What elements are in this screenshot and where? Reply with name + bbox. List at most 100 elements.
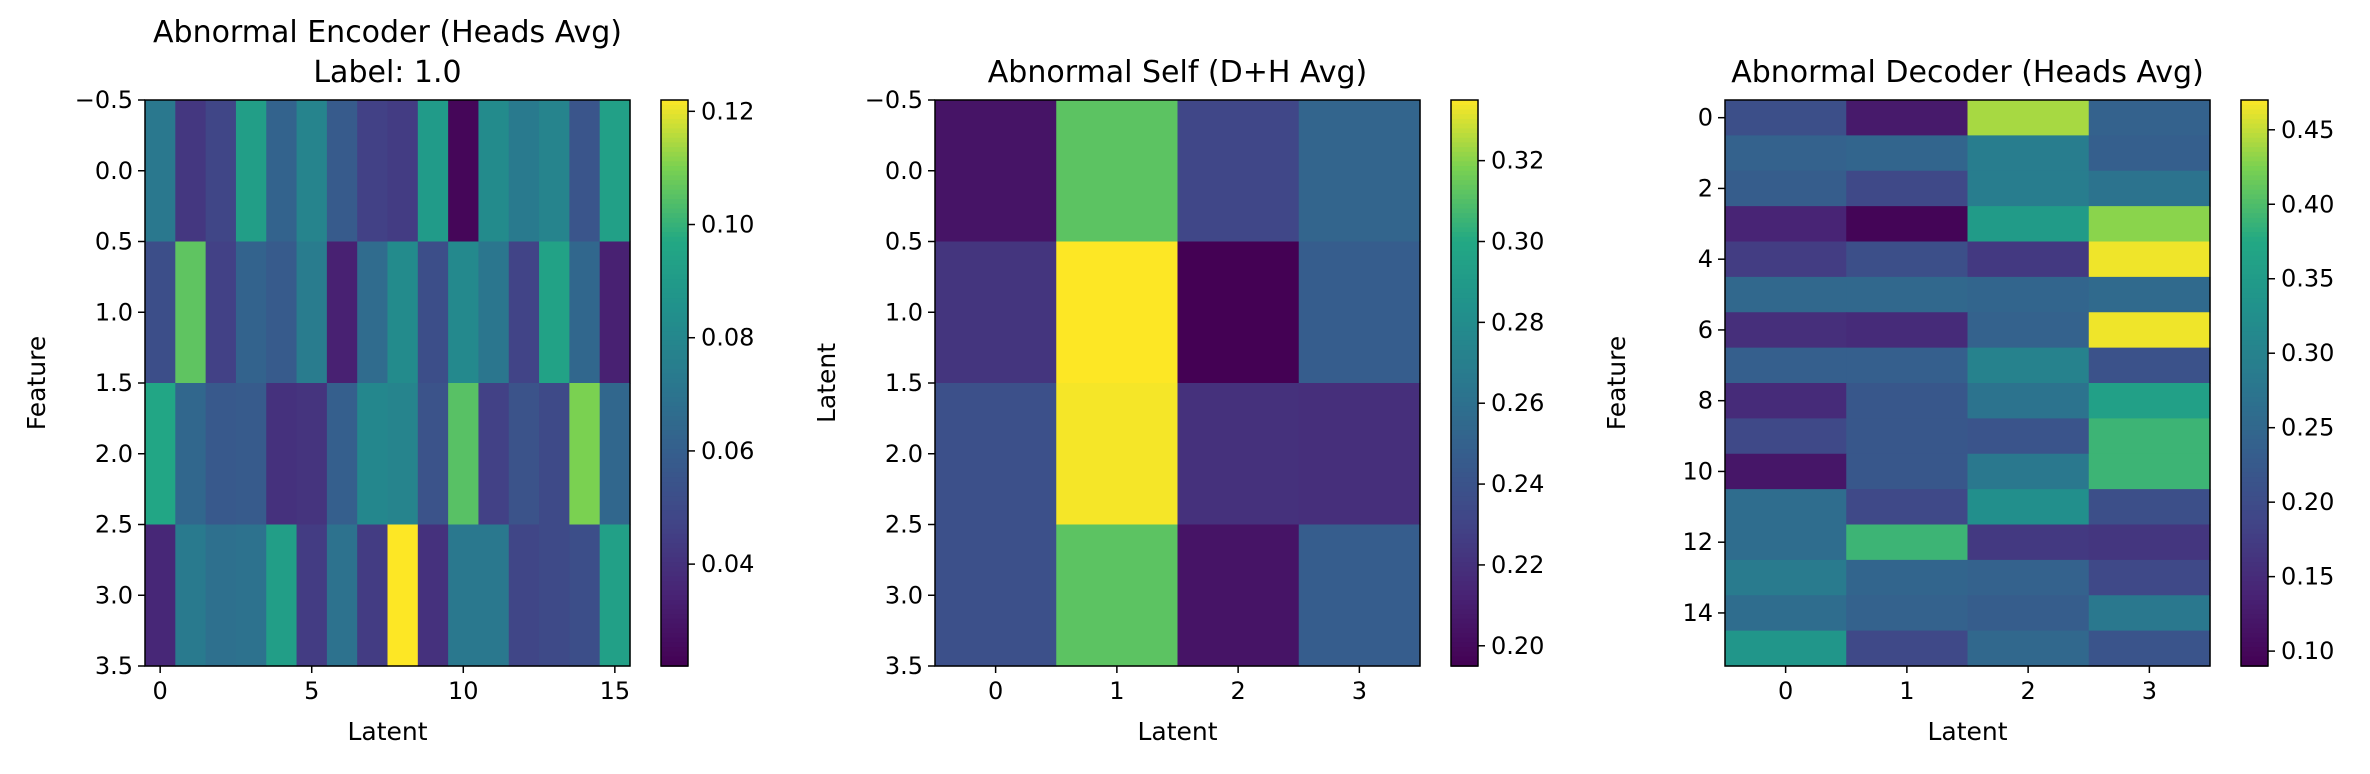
heatmap-cell — [569, 524, 601, 667]
colorbar-segment — [2241, 151, 2268, 158]
colorbar-segment — [2241, 420, 2268, 427]
colorbar-segment — [661, 199, 688, 205]
colorbar-tick-label: 0.10 — [2281, 637, 2334, 665]
colorbar-segment — [2241, 453, 2268, 460]
heatmap-cell — [175, 524, 207, 667]
colorbar-segment — [2241, 265, 2268, 271]
colorbar-segment — [661, 265, 688, 271]
heatmap-cell — [569, 100, 601, 243]
colorbar-segment — [2241, 161, 2268, 167]
colorbar-segment — [661, 392, 688, 398]
colorbar-segment — [1451, 482, 1478, 488]
colorbar-segment — [2241, 496, 2268, 502]
colorbar-segment — [1451, 331, 1478, 337]
colorbar-segment — [1451, 307, 1478, 314]
colorbar-segment — [661, 416, 688, 422]
colorbar-segment — [2241, 515, 2268, 521]
heatmap-cell — [417, 383, 449, 526]
heatmap-cell — [326, 524, 358, 667]
heatmap-cell — [1725, 276, 1847, 313]
colorbar-segment — [2241, 609, 2268, 615]
colorbar-segment — [2241, 472, 2268, 479]
colorbar-segment — [1451, 524, 1478, 531]
colorbar-segment — [1451, 236, 1478, 243]
colorbar-segment — [661, 538, 688, 545]
colorbar-segment — [1451, 609, 1478, 615]
heatmap-cell — [1056, 241, 1179, 384]
colorbar-segment — [661, 614, 688, 620]
colorbar-segment — [2241, 114, 2268, 120]
heatmap-cell — [1177, 383, 1300, 526]
x-tick-label: 2 — [1230, 677, 1245, 705]
heatmap-cell — [1967, 276, 2090, 313]
colorbar-segment — [2241, 562, 2268, 568]
heatmap-cell — [417, 524, 449, 667]
colorbar-segment — [661, 114, 688, 120]
y-tick-label: 3.0 — [95, 581, 133, 609]
colorbar-segment — [1451, 486, 1478, 493]
colorbar-segment — [1451, 180, 1478, 186]
colorbar-segment — [661, 298, 688, 304]
heatmap-cell — [1725, 206, 1847, 243]
colorbar-segment — [1451, 656, 1478, 663]
colorbar-segment — [661, 335, 688, 342]
colorbar-tick-label: 0.26 — [1491, 389, 1544, 417]
colorbar-segment — [2241, 175, 2268, 181]
y-tick-label: 2 — [1698, 174, 1713, 202]
x-axis-label: Latent — [1137, 717, 1217, 746]
colorbar-segment — [661, 189, 688, 196]
colorbar-segment — [661, 255, 688, 262]
colorbar-segment — [2241, 156, 2268, 163]
colorbar-segment — [661, 571, 688, 578]
colorbar-segment — [1451, 472, 1478, 479]
heatmap-cell — [1967, 312, 2090, 349]
colorbar-segment — [661, 194, 688, 200]
heatmap-cell — [235, 100, 267, 243]
colorbar-segment — [1451, 623, 1478, 630]
colorbar-segment — [661, 548, 688, 554]
colorbar-segment — [1451, 104, 1478, 111]
colorbar-segment — [661, 595, 688, 601]
heatmap-cell — [387, 383, 419, 526]
heatmap-cell — [599, 241, 631, 384]
colorbar-tick-label: 0.32 — [1491, 147, 1544, 175]
colorbar-segment — [2241, 444, 2268, 450]
colorbar-segment — [2241, 406, 2268, 413]
colorbar-segment — [661, 133, 688, 139]
y-tick-label: 0.5 — [95, 228, 133, 256]
colorbar-segment — [1451, 599, 1478, 606]
heatmap-cell — [266, 383, 298, 526]
colorbar-segment — [2241, 307, 2268, 314]
heatmap-cell — [1846, 489, 1969, 526]
heatmap-cell — [235, 524, 267, 667]
heatmap-cell — [296, 383, 328, 526]
colorbar-segment — [2241, 505, 2268, 512]
x-tick-label: 3 — [2142, 677, 2157, 705]
heatmap-cell — [145, 524, 176, 667]
colorbar-segment — [1451, 647, 1478, 653]
y-axis-label: Latent — [812, 343, 841, 423]
heatmap-cell — [205, 241, 237, 384]
colorbar-segment — [661, 477, 688, 483]
y-tick-label: 3.5 — [885, 652, 923, 680]
colorbar-segment — [661, 288, 688, 295]
colorbar-segment — [661, 364, 688, 370]
x-tick-label: 0 — [153, 677, 168, 705]
colorbar-segment — [1451, 269, 1478, 276]
colorbar-segment — [661, 430, 688, 436]
colorbar-segment — [2241, 364, 2268, 370]
heatmap-cell — [1846, 595, 1969, 632]
colorbar-segment — [2241, 133, 2268, 139]
colorbar-segment — [2241, 618, 2268, 625]
colorbar-segment — [1451, 298, 1478, 304]
colorbar-segment — [2241, 345, 2268, 351]
colorbar-tick-label: 0.35 — [2281, 265, 2334, 293]
colorbar-segment — [661, 637, 688, 644]
colorbar-segment — [661, 449, 688, 455]
colorbar-segment — [2241, 411, 2268, 417]
colorbar-segment — [1451, 170, 1478, 177]
colorbar-segment — [2241, 373, 2268, 380]
colorbar-segment — [2241, 430, 2268, 436]
heatmap-cell — [1967, 559, 2090, 596]
colorbar-segment — [661, 609, 688, 615]
